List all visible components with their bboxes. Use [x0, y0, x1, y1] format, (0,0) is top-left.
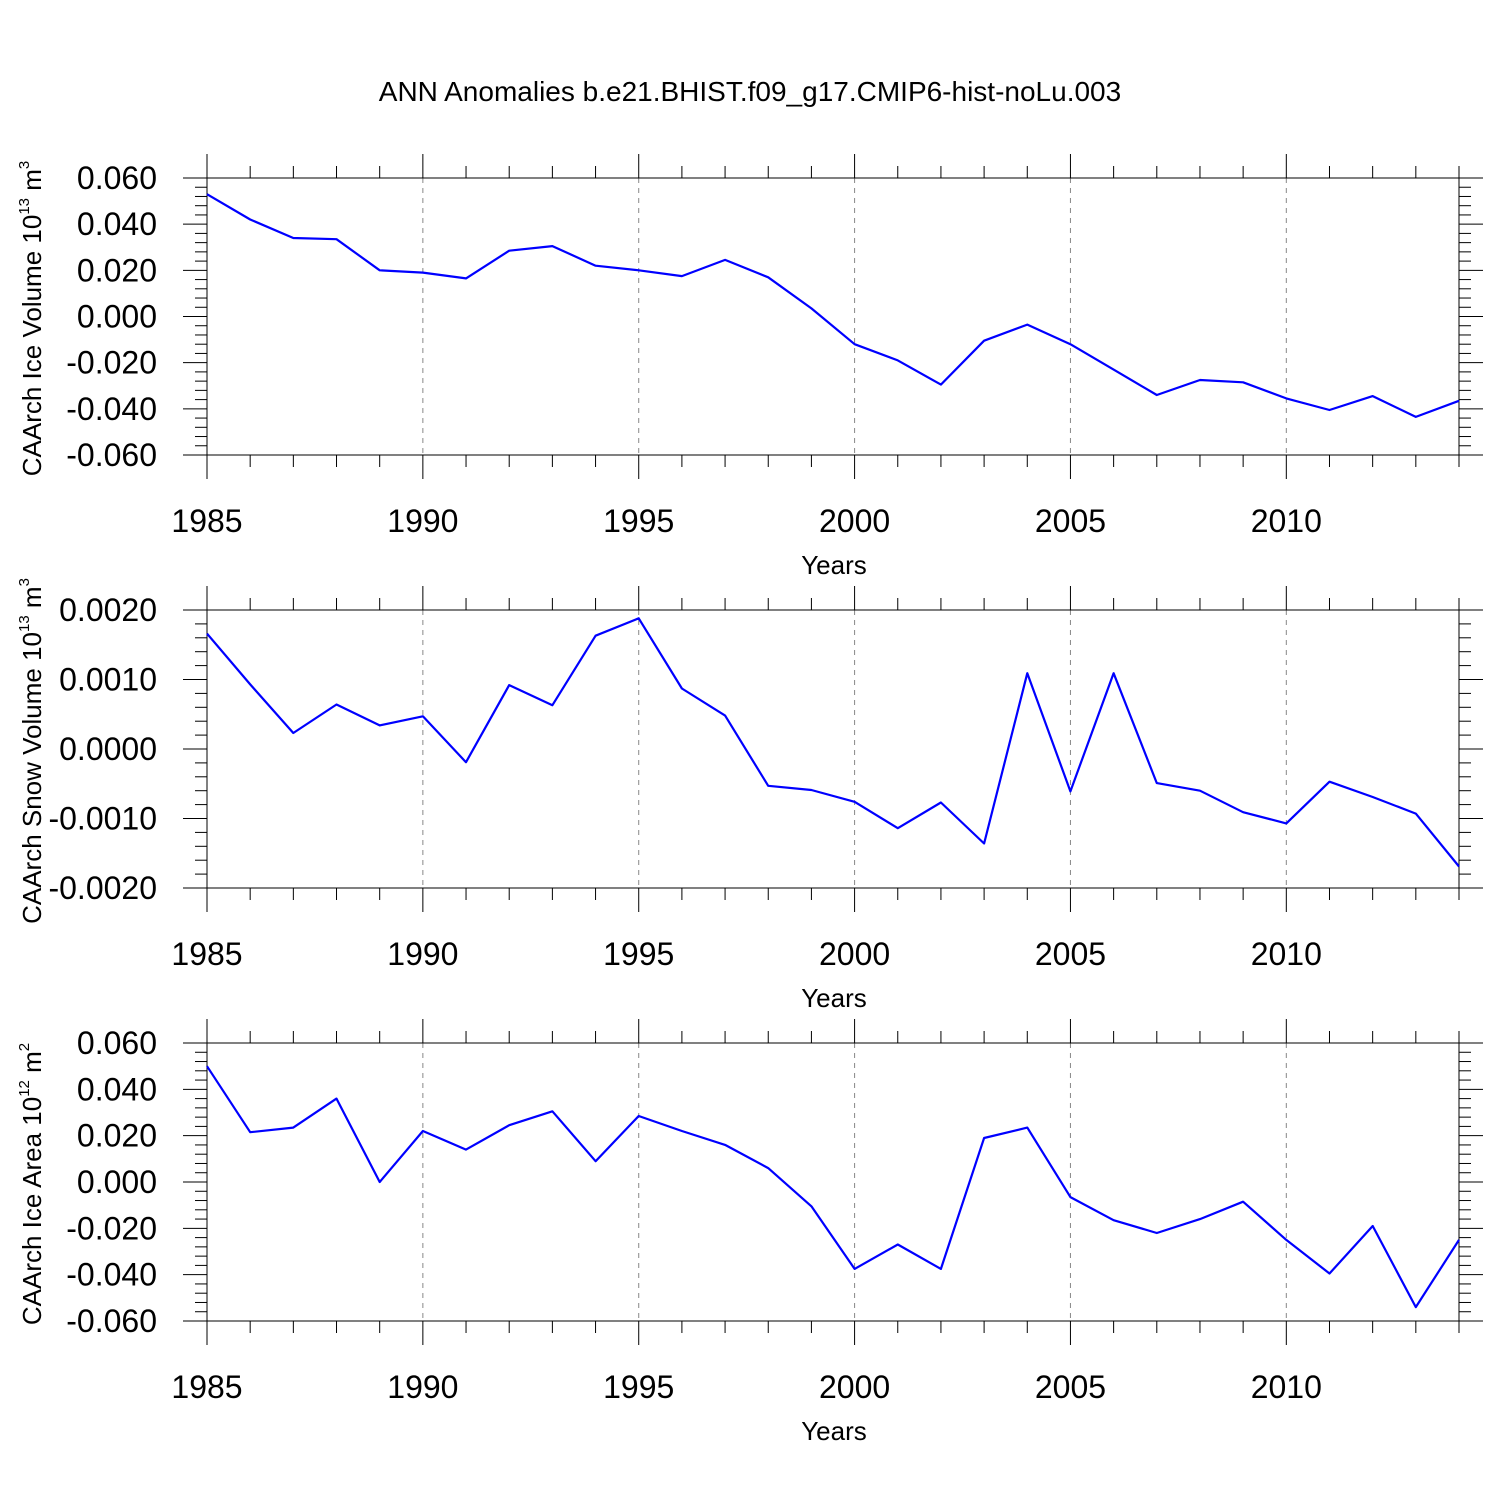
ice-area-xaxis-label: Years: [801, 1416, 867, 1446]
snow-volume-xtick-label: 2010: [1251, 936, 1322, 972]
ice-area-ytick-label: 0.000: [77, 1164, 157, 1200]
ice-volume-ytick-label: 0.020: [77, 252, 157, 288]
snow-volume-yaxis-label: CAArch Snow Volume 1013 m3: [16, 578, 47, 924]
ice-volume-ytick-label: -0.060: [66, 437, 157, 473]
snow-volume-yaxis-label-unit-exp: 3: [16, 578, 33, 586]
ice-volume-yaxis-label-exp: 13: [16, 198, 33, 215]
snow-volume-series-line: [206, 617, 1460, 868]
ice-area-xtick-label: 2005: [1035, 1369, 1106, 1405]
snow-volume-frame: [206, 609, 1460, 889]
snow-volume-yaxis-label-exp: 13: [16, 615, 33, 632]
ice-area-ytick-label: -0.040: [66, 1257, 157, 1293]
ice-area-ytick-label: 0.020: [77, 1118, 157, 1154]
ice-volume-xtick-label: 1985: [171, 503, 242, 539]
ice-volume-xtick-label: 2010: [1251, 503, 1322, 539]
ice-area-yaxis-label-unit-exp: 2: [16, 1043, 33, 1051]
ice-area-xtick-label: 1995: [603, 1369, 674, 1405]
ice-volume-ytick-label: -0.020: [66, 345, 157, 381]
snow-volume-xtick-label: 2005: [1035, 936, 1106, 972]
ice-volume-yaxis-label: CAArch Ice Volume 1013 m3: [16, 161, 47, 477]
snow-volume-ytick-label: -0.0010: [48, 801, 157, 837]
snow-volume-xtick-label: 2000: [819, 936, 890, 972]
ice-area-ytick-label: -0.020: [66, 1210, 157, 1246]
ice-volume-xtick-label: 2005: [1035, 503, 1106, 539]
ice-area-yaxis-label-text: CAArch Ice Area 10: [17, 1097, 47, 1325]
ice-volume-xaxis-label: Years: [801, 550, 867, 580]
ice-volume-ytick-label: -0.040: [66, 391, 157, 427]
ice-volume-panel: 0.060 0.040 0.020 0.000 -0.020 -0.040 -0.060 19…: [16, 154, 1483, 580]
ice-area-panel: 0.060 0.040 0.020 0.000 -0.020 -0.040 -0.060 19…: [16, 1019, 1483, 1446]
snow-volume-ytick-label: -0.0020: [48, 870, 157, 906]
snow-volume-xtick-label: 1990: [387, 936, 458, 972]
ice-area-yaxis-label-exp: 12: [16, 1080, 33, 1097]
snow-volume-panel: 0.0020 0.0010 0.0000 -0.0010 -0.0020 1985 1990…: [16, 578, 1483, 1013]
figure-title: ANN Anomalies b.e21.BHIST.f09_g17.CMIP6-…: [378, 76, 1122, 107]
ice-volume-series-line: [206, 193, 1460, 418]
ice-area-series-line: [206, 1065, 1460, 1309]
ice-area-ytick-label: 0.040: [77, 1071, 157, 1107]
ice-area-xtick-label: 2000: [819, 1369, 890, 1405]
ice-area-xtick-label: 2010: [1251, 1369, 1322, 1405]
ice-area-yaxis-label-unit: m: [17, 1051, 47, 1080]
ice-volume-yaxis-label-unit-exp: 3: [16, 161, 33, 169]
snow-volume-ytick-label: 0.0000: [59, 731, 157, 767]
ice-volume-xtick-label: 1995: [603, 503, 674, 539]
snow-volume-xtick-label: 1995: [603, 936, 674, 972]
snow-volume-xtick-label: 1985: [171, 936, 242, 972]
ice-area-xtick-label: 1990: [387, 1369, 458, 1405]
ice-volume-xtick-label: 2000: [819, 503, 890, 539]
ice-volume-yaxis-label-text: CAArch Ice Volume 10: [17, 215, 47, 477]
ice-area-yaxis-label: CAArch Ice Area 1012 m2: [16, 1043, 47, 1325]
ice-volume-ytick-label: 0.040: [77, 206, 157, 242]
snow-volume-yaxis-label-unit: m: [17, 586, 47, 615]
snow-volume-xaxis-label: Years: [801, 983, 867, 1013]
ice-volume-yaxis-label-unit: m: [17, 169, 47, 198]
ice-area-ytick-label: 0.060: [77, 1025, 157, 1061]
snow-volume-yaxis-label-text: CAArch Snow Volume 10: [17, 632, 47, 924]
ice-volume-xtick-label: 1990: [387, 503, 458, 539]
ice-volume-ytick-label: 0.060: [77, 160, 157, 196]
ice-area-frame: [206, 1042, 1460, 1322]
ice-area-xtick-label: 1985: [171, 1369, 242, 1405]
ice-volume-frame: [206, 177, 1460, 456]
snow-volume-ytick-label: 0.0020: [59, 592, 157, 628]
ice-volume-ytick-label: 0.000: [77, 299, 157, 335]
ice-area-ytick-label: -0.060: [66, 1303, 157, 1339]
snow-volume-ytick-label: 0.0010: [59, 662, 157, 698]
